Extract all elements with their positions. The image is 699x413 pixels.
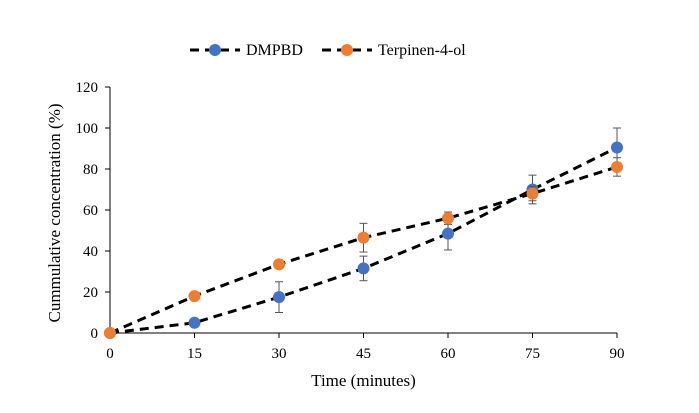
data-point [611,160,623,173]
legend-item: Terpinen-4-ol [322,42,466,59]
data-point [442,227,454,240]
y-tick-label: 40 [83,244,98,260]
data-point [104,327,116,339]
data-point [273,291,285,304]
x-tick-label: 75 [525,346,540,362]
data-point [611,141,623,154]
data-point [357,262,370,275]
series-1 [104,157,623,339]
y-tick-label: 80 [83,162,98,178]
y-tick-label: 60 [83,203,98,219]
x-axis: 0 15 30 45 60 75 90 [106,332,625,362]
data-point [188,290,201,303]
y-tick-label: 0 [91,326,99,342]
x-tick-label: 30 [272,346,287,362]
legend-label: DMPBD [246,42,303,59]
data-point [526,187,539,200]
plot-area [104,127,623,339]
y-tick-label: 100 [76,121,99,137]
x-tick-label: 90 [610,346,625,362]
y-tick-label: 20 [83,285,98,301]
data-point [188,316,201,329]
data-point [357,231,370,244]
legend: DMPBD Terpinen-4-ol [190,42,466,59]
x-tick-label: 15 [187,346,202,362]
x-tick-label: 45 [356,346,371,362]
x-tick-label: 0 [106,346,114,362]
legend-item: DMPBD [190,42,303,59]
x-tick-label: 60 [441,346,456,362]
y-axis-title: Cummulative concentration (%) [45,103,64,322]
x-axis-title: Time (minutes) [311,371,416,390]
y-axis: 0 20 40 60 80 100 120 [76,80,111,342]
data-point [442,212,454,225]
legend-marker [341,44,353,56]
legend-marker [209,44,221,56]
data-point [273,258,285,271]
y-tick-label: 120 [76,80,99,96]
legend-label: Terpinen-4-ol [378,42,466,59]
